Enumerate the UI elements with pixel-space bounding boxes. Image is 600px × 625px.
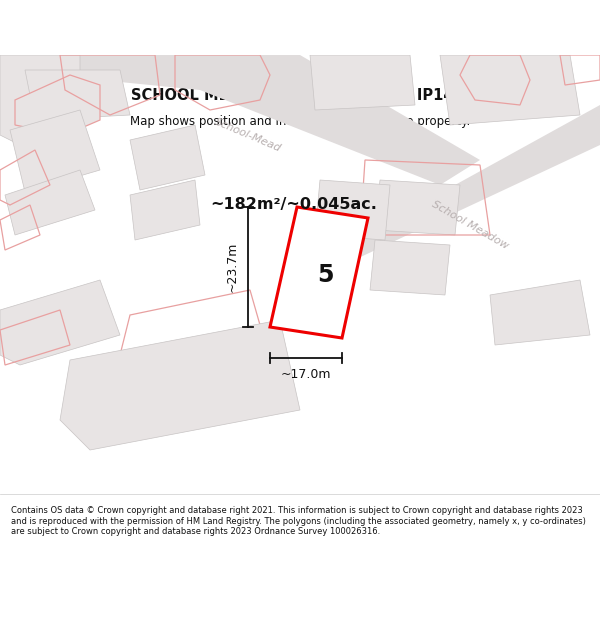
Polygon shape: [440, 55, 580, 125]
Text: School Meadow: School Meadow: [430, 199, 510, 251]
Polygon shape: [375, 180, 460, 235]
Polygon shape: [0, 55, 80, 150]
Polygon shape: [25, 70, 130, 120]
Polygon shape: [60, 320, 300, 450]
Polygon shape: [130, 180, 200, 240]
Text: ~23.7m: ~23.7m: [226, 242, 239, 292]
Polygon shape: [490, 280, 590, 345]
Polygon shape: [5, 170, 95, 235]
Text: Map shows position and indicative extent of the property.: Map shows position and indicative extent…: [130, 115, 470, 128]
Polygon shape: [50, 55, 480, 185]
Text: ~17.0m: ~17.0m: [281, 369, 331, 381]
Text: ~182m²/~0.045ac.: ~182m²/~0.045ac.: [210, 198, 377, 212]
Polygon shape: [310, 55, 415, 110]
Polygon shape: [0, 280, 120, 365]
Text: School-Mead: School-Mead: [213, 116, 283, 154]
Polygon shape: [290, 105, 600, 290]
Polygon shape: [270, 207, 368, 338]
Polygon shape: [370, 240, 450, 295]
Text: Contains OS data © Crown copyright and database right 2021. This information is : Contains OS data © Crown copyright and d…: [11, 506, 586, 536]
Polygon shape: [130, 125, 205, 190]
Polygon shape: [15, 75, 100, 135]
Polygon shape: [10, 110, 100, 192]
Text: 5: 5: [317, 263, 333, 287]
Polygon shape: [315, 180, 390, 240]
Text: 5, SCHOOL MEADOW, STOWMARKET, IP14 2SA: 5, SCHOOL MEADOW, STOWMARKET, IP14 2SA: [110, 88, 490, 103]
